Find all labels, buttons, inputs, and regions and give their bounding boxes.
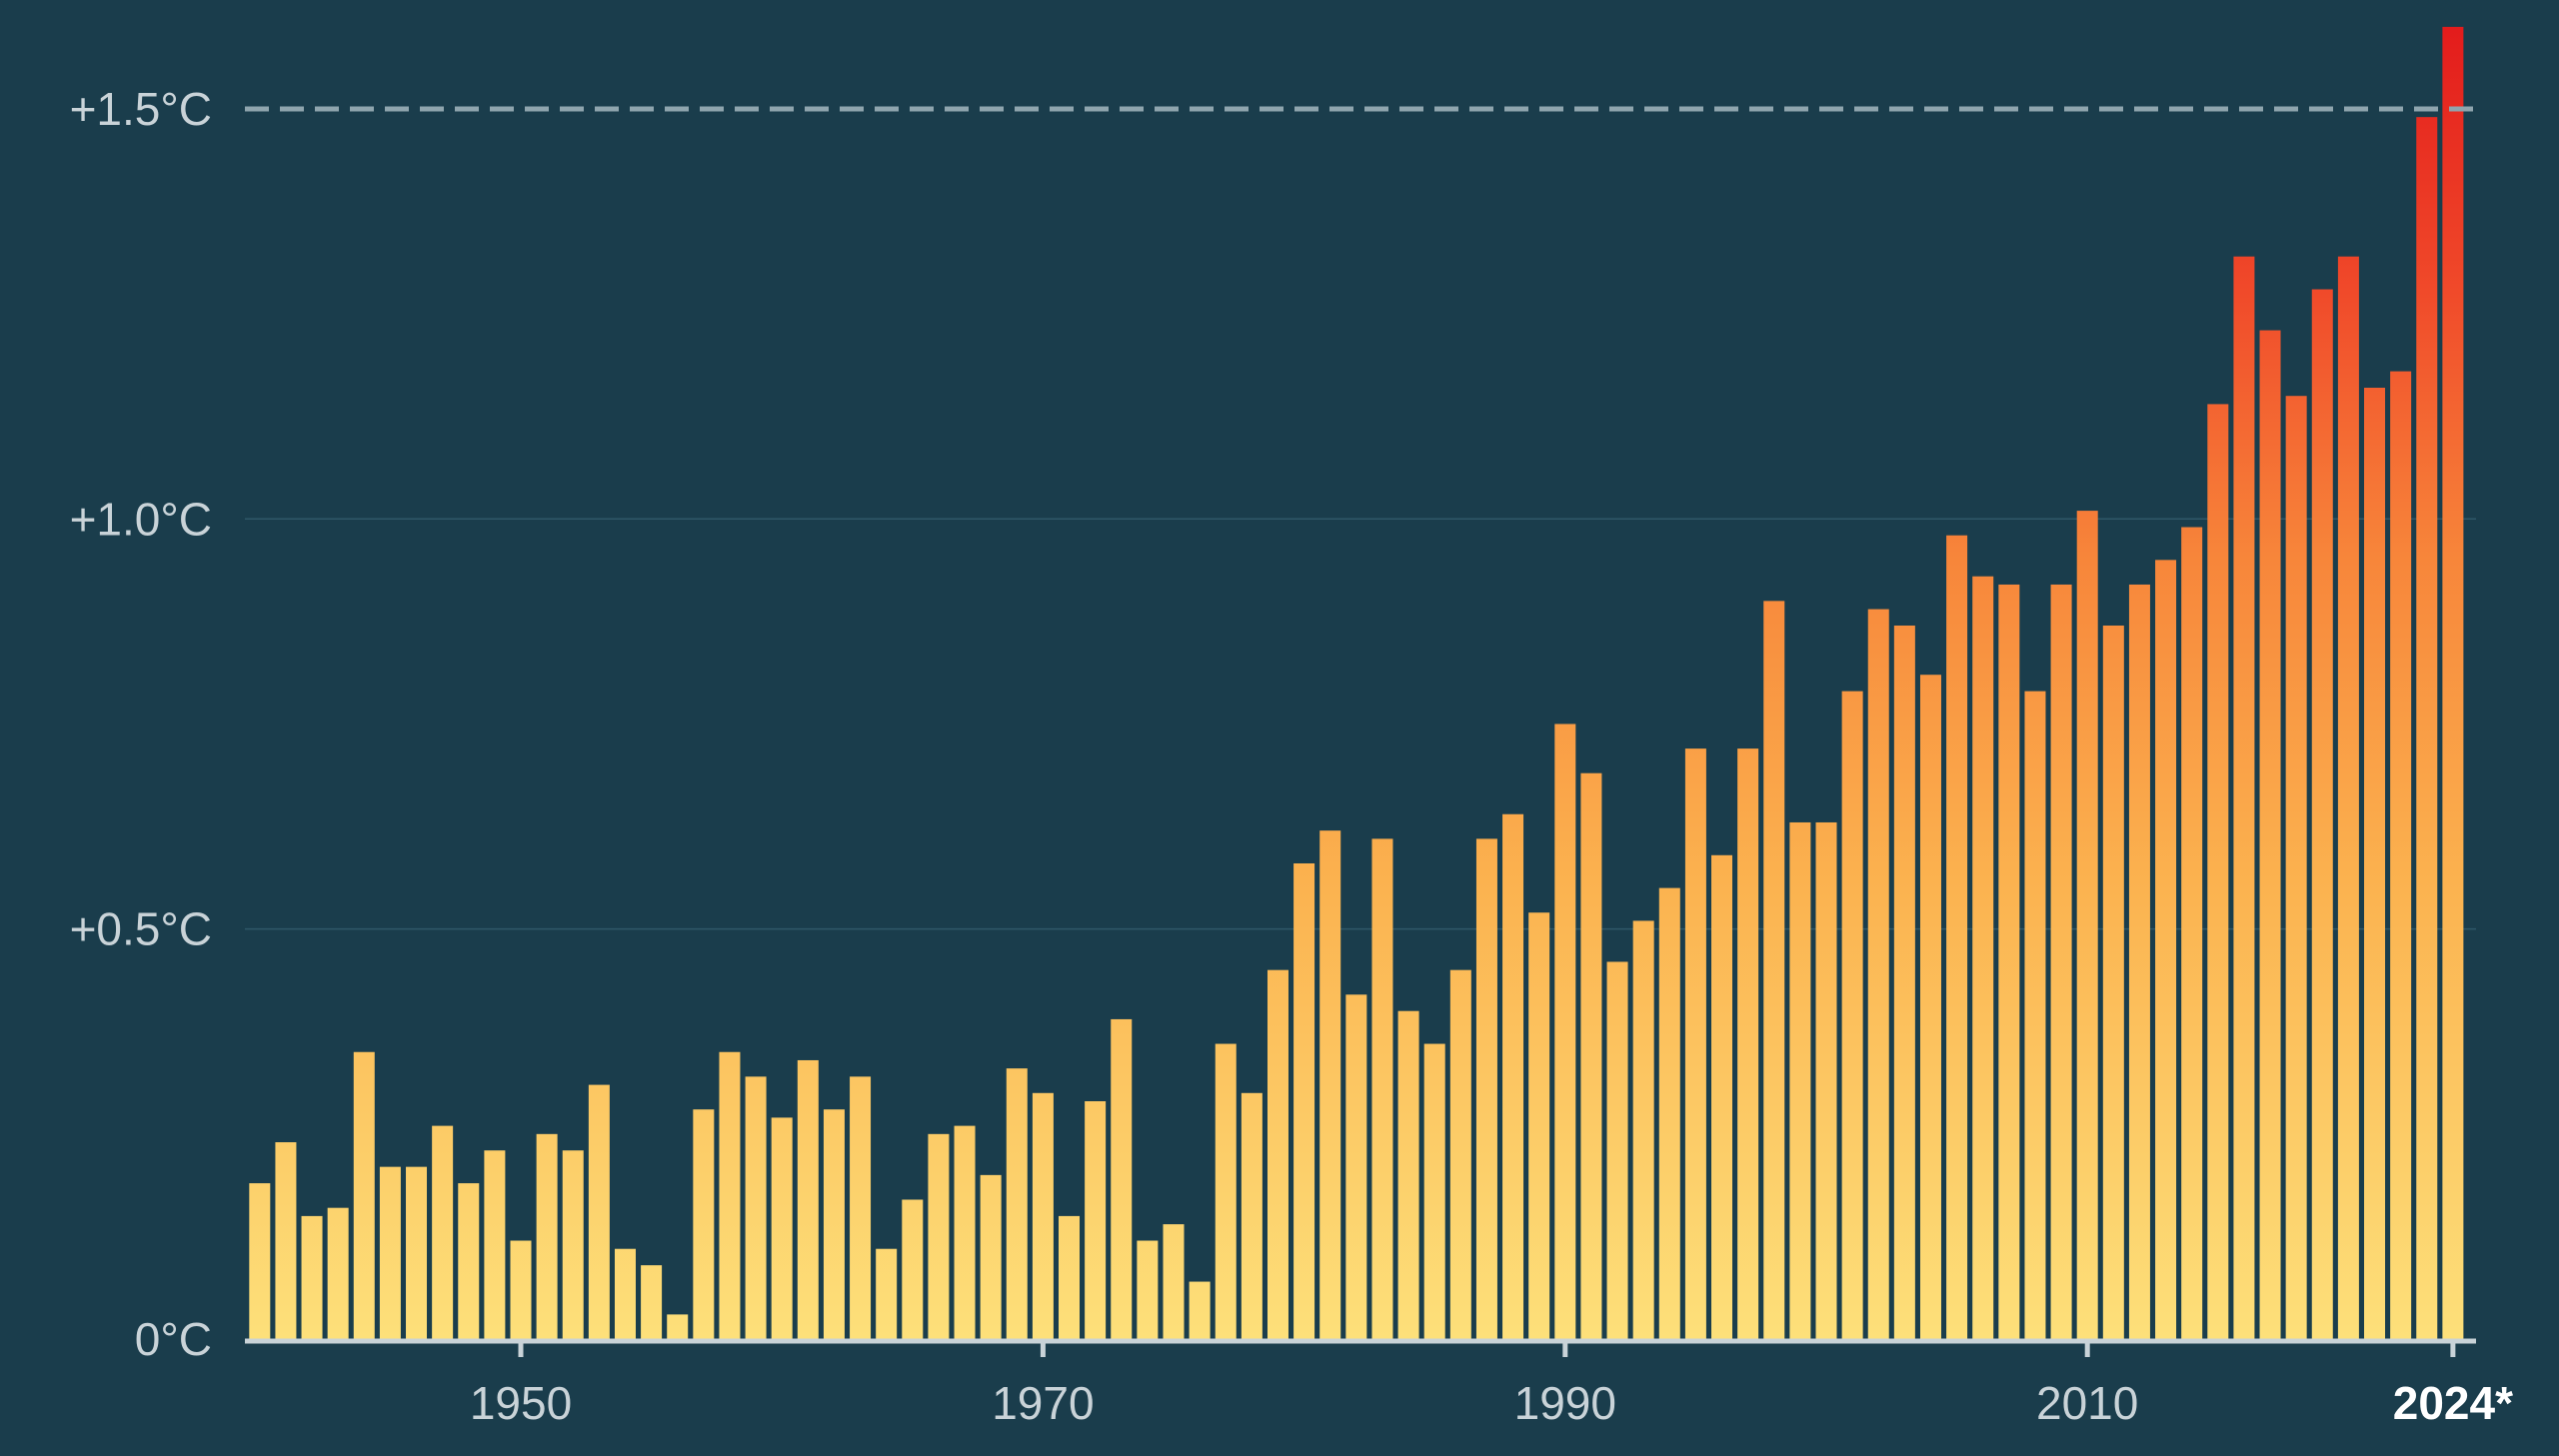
bar-2011: [2102, 625, 2124, 1339]
bar-1947: [432, 1125, 454, 1339]
bar-2002: [1867, 609, 1889, 1339]
x-tick-label: 1950: [470, 1377, 572, 1429]
axes: [245, 1338, 2476, 1357]
bar-1952: [562, 1150, 584, 1339]
bar-1976: [1189, 1281, 1211, 1339]
bar-1994: [1658, 887, 1680, 1339]
bar-1967: [954, 1125, 976, 1339]
bar-2022: [2390, 371, 2412, 1340]
bar-2001: [1841, 691, 1863, 1339]
bar-1962: [823, 1109, 845, 1339]
bar-1993: [1632, 920, 1654, 1339]
bar-1957: [693, 1109, 715, 1339]
bar-2010: [2076, 511, 2098, 1339]
bar-1960: [771, 1117, 793, 1339]
x-tick-label: 1970: [992, 1377, 1094, 1429]
bar-1975: [1163, 1224, 1185, 1339]
bar-1990: [1554, 724, 1576, 1339]
bar-1999: [1789, 821, 1811, 1339]
bar-1966: [928, 1133, 950, 1339]
bar-1951: [536, 1133, 558, 1339]
bar-1974: [1137, 1240, 1159, 1339]
bar-1982: [1345, 994, 1367, 1339]
bar-1984: [1397, 1010, 1419, 1339]
bar-1991: [1580, 772, 1602, 1339]
bar-2019: [2311, 289, 2333, 1339]
bar-2007: [1998, 584, 2020, 1339]
bar-1953: [588, 1084, 610, 1339]
bar-1992: [1606, 961, 1628, 1339]
bar-1969: [1006, 1068, 1028, 1339]
bar-2012: [2128, 584, 2150, 1339]
bar-2020: [2337, 256, 2359, 1339]
bar-2006: [1972, 576, 1994, 1339]
x-tick-label: 2010: [2036, 1377, 2138, 1429]
y-tick-label: +1.5°C: [70, 83, 212, 135]
bar-1961: [797, 1059, 819, 1339]
bar-2021: [2364, 387, 2386, 1339]
bar-1989: [1528, 912, 1550, 1339]
bar-2015: [2207, 404, 2229, 1340]
bar-1943: [327, 1207, 349, 1339]
bar-1977: [1215, 1043, 1237, 1339]
bar-1971: [1059, 1215, 1081, 1339]
bar-2009: [2050, 584, 2072, 1339]
bar-2000: [1815, 821, 1837, 1339]
bar-2023: [2416, 117, 2438, 1340]
bar-1997: [1737, 748, 1759, 1339]
bar-1988: [1502, 813, 1524, 1339]
bar-1964: [876, 1248, 898, 1339]
bar-1954: [614, 1248, 636, 1339]
bar-1945: [379, 1166, 401, 1339]
bar-1978: [1241, 1092, 1263, 1339]
bar-1983: [1371, 838, 1393, 1339]
bar-2005: [1946, 535, 1968, 1339]
bar-1965: [902, 1199, 924, 1339]
bar-2018: [2285, 396, 2307, 1339]
y-tick-label: 0°C: [135, 1313, 212, 1365]
bar-1955: [641, 1265, 663, 1339]
x-axis-labels: 1950 1970 1990 2010 2024*: [470, 1377, 2513, 1429]
bar-1985: [1423, 1043, 1445, 1339]
bar-2017: [2259, 330, 2281, 1339]
bar-1940: [249, 1183, 271, 1339]
bar-1948: [458, 1183, 480, 1339]
bar-2014: [2181, 527, 2203, 1339]
bar-1944: [353, 1051, 375, 1339]
bar-1946: [406, 1166, 428, 1339]
bar-1980: [1293, 862, 1315, 1339]
bar-1973: [1111, 1018, 1133, 1339]
x-tick-label: 1990: [1514, 1377, 1616, 1429]
bar-1963: [850, 1076, 872, 1339]
bar-1981: [1319, 830, 1341, 1339]
bar-1996: [1711, 854, 1733, 1339]
bar-2016: [2233, 256, 2255, 1339]
bar-2004: [1919, 675, 1941, 1339]
bar-1956: [667, 1314, 689, 1339]
y-tick-label: +1.0°C: [70, 493, 212, 545]
bar-1972: [1085, 1100, 1107, 1339]
bar-1958: [719, 1051, 741, 1339]
x-tick-label: 2024*: [2393, 1377, 2513, 1429]
bar-1987: [1475, 838, 1497, 1339]
bars: [249, 26, 2464, 1340]
bar-1968: [980, 1174, 1002, 1339]
bar-1959: [745, 1076, 767, 1339]
bar-1950: [510, 1240, 532, 1339]
bar-1986: [1449, 969, 1471, 1339]
bar-1942: [301, 1215, 323, 1339]
bar-1979: [1267, 969, 1288, 1339]
bar-2024: [2442, 26, 2464, 1339]
bar-2008: [2024, 691, 2046, 1339]
bar-1970: [1032, 1092, 1054, 1339]
bar-1949: [484, 1150, 506, 1339]
bar-1998: [1763, 601, 1785, 1339]
bar-2003: [1893, 625, 1915, 1339]
y-tick-label: +0.5°C: [70, 903, 212, 955]
y-axis-labels: 0°C +0.5°C +1.0°C +1.5°C: [70, 83, 212, 1365]
bar-1995: [1684, 748, 1706, 1339]
bar-1941: [275, 1142, 297, 1339]
bar-2013: [2155, 560, 2177, 1339]
